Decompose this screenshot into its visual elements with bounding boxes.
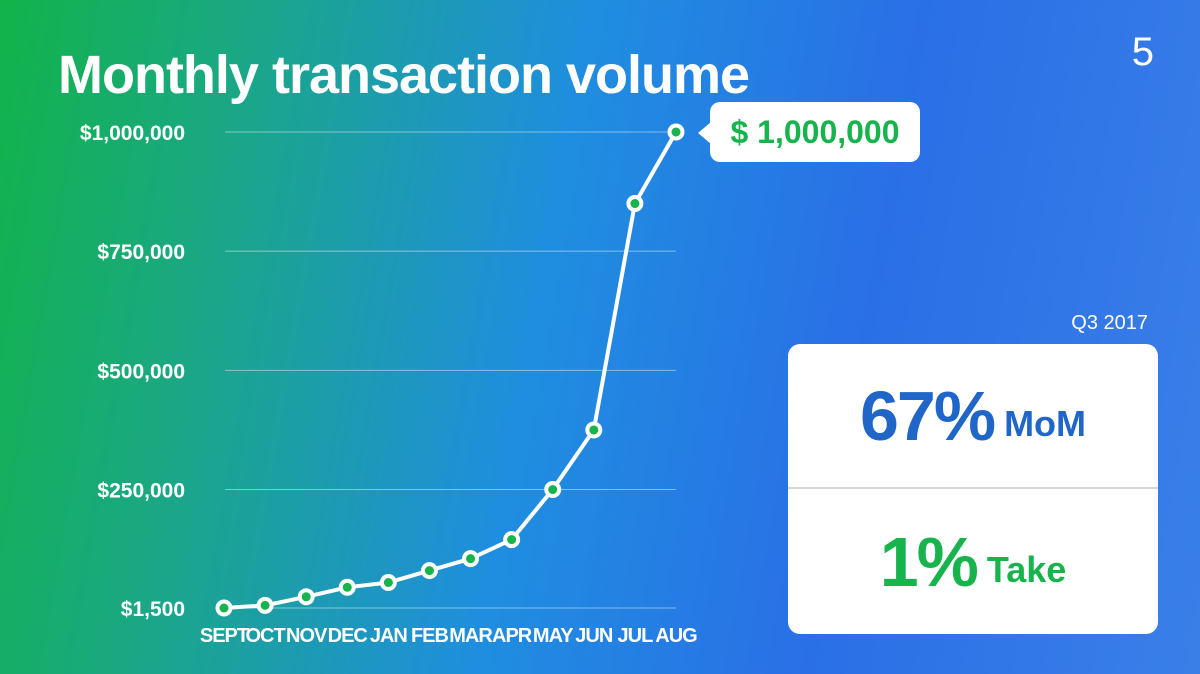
take-label: Take: [986, 548, 1067, 590]
x-tick-label: SEPT: [200, 625, 249, 647]
take-value: 1%: [879, 522, 979, 601]
growth-stat: 67% MoM: [788, 344, 1158, 489]
gridlines: [225, 131, 676, 609]
data-point-center: [671, 127, 681, 137]
y-tick-label: $1,500: [121, 598, 185, 621]
data-point-center: [466, 554, 476, 564]
growth-value: 67%: [859, 376, 996, 455]
stats-card: 67% MoM 1% Take: [788, 344, 1158, 634]
data-point-center: [260, 600, 270, 610]
y-tick-label: $500,000: [97, 360, 185, 383]
y-axis-ticks: $1,500 $250,000 $500,000 $750,000 $1,000,000: [80, 122, 185, 621]
x-tick-label: JUN: [575, 625, 613, 647]
data-point-center: [383, 577, 393, 587]
x-tick-label: JUL: [618, 625, 654, 647]
y-tick-label: $1,000,000: [80, 122, 185, 145]
x-tick-label: FEB: [411, 625, 449, 647]
data-point-center: [301, 592, 311, 602]
data-point-center: [219, 603, 229, 613]
data-point-center: [548, 485, 558, 495]
x-tick-label: OCT: [245, 625, 285, 647]
x-tick-label: MAY: [533, 625, 574, 647]
x-tick-label: JAN: [370, 625, 408, 647]
take-stat: 1% Take: [788, 489, 1158, 634]
x-tick-label: AUG: [655, 625, 697, 647]
y-tick-label: $250,000: [97, 480, 185, 503]
data-points: [215, 123, 685, 617]
y-tick-label: $750,000: [97, 241, 185, 264]
period-label: Q3 2017: [1071, 312, 1148, 334]
x-tick-label: DEC: [328, 625, 368, 647]
x-tick-label: APR: [492, 625, 533, 647]
data-point-center: [342, 582, 352, 592]
page-number: 5: [1131, 30, 1154, 74]
x-tick-label: NOV: [286, 625, 328, 647]
growth-label: MoM: [1004, 402, 1087, 444]
slide-title: Monthly transaction volume: [58, 45, 750, 105]
x-tick-label: MAR: [449, 625, 493, 647]
data-point-center: [630, 199, 640, 209]
data-point-center: [507, 535, 517, 545]
data-point-center: [424, 566, 434, 576]
peak-value-callout: $ 1,000,000: [698, 102, 920, 162]
data-point-center: [589, 425, 599, 435]
